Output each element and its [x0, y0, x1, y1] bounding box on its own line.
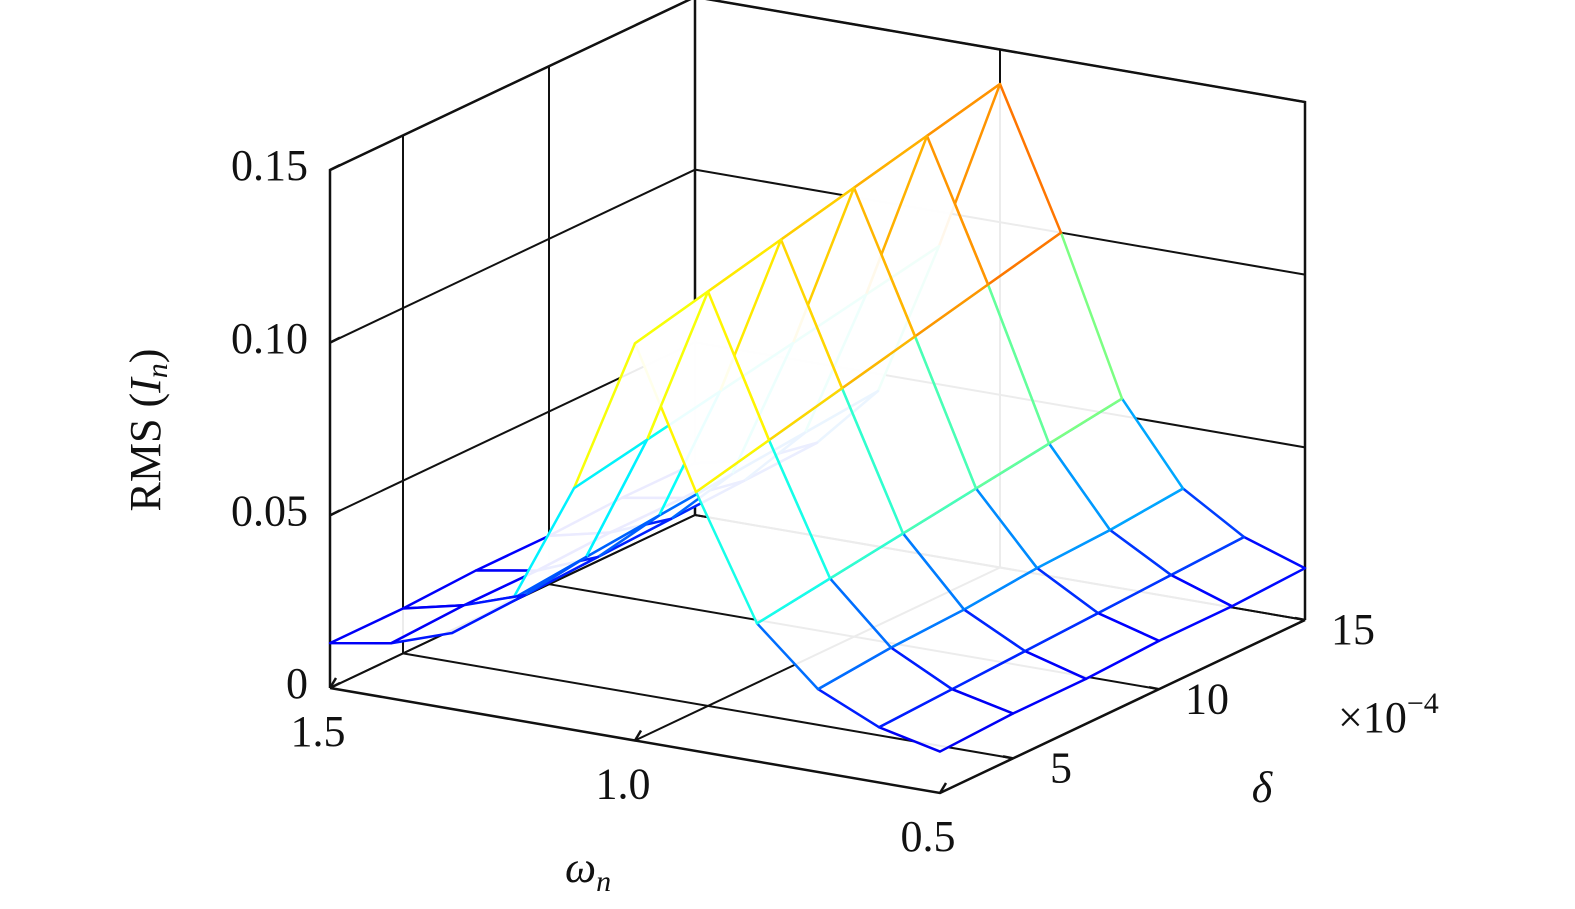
tick-mark — [329, 509, 341, 517]
x-tick-label: 1.5 — [291, 707, 346, 756]
z-label-var: I — [121, 376, 170, 394]
y-tick-label: 15 — [1331, 605, 1375, 654]
y-multiplier-exp: −4 — [1407, 687, 1439, 720]
tick-mark — [1148, 685, 1160, 691]
y-tick-label: 5 — [1050, 743, 1072, 792]
x-label-var: ω — [565, 843, 596, 892]
z-label-close: ) — [121, 349, 170, 364]
x-tick-label: 1.0 — [596, 760, 651, 809]
x-tick-label: 0.5 — [901, 812, 956, 861]
tick-mark — [1294, 616, 1306, 622]
y-axis-label: δ — [1252, 763, 1274, 812]
tick-mark — [328, 677, 338, 689]
x-label-sub: n — [596, 865, 611, 898]
tick-mark — [329, 336, 341, 344]
surface-cell — [328, 603, 466, 645]
y-multiplier: ×10−4 — [1338, 687, 1439, 742]
y-tick-label: 10 — [1185, 674, 1229, 723]
z-label-text: RMS ( — [121, 393, 170, 512]
tick-mark — [1002, 755, 1014, 760]
tick-mark — [938, 782, 948, 794]
grid-line — [329, 168, 696, 344]
z-tick-label: 0.05 — [231, 486, 308, 535]
tick-mark — [329, 163, 341, 172]
z-tick-label: 0.15 — [231, 141, 308, 190]
z-label-sub: n — [141, 363, 174, 378]
z-tick-label: 0 — [286, 659, 308, 708]
z-axis-label: RMS (In) — [121, 349, 174, 512]
x-axis-label: ωn — [565, 843, 611, 898]
y-multiplier-base: ×10 — [1338, 693, 1407, 742]
tick-mark — [633, 729, 643, 742]
z-tick-label: 0.10 — [231, 314, 308, 363]
